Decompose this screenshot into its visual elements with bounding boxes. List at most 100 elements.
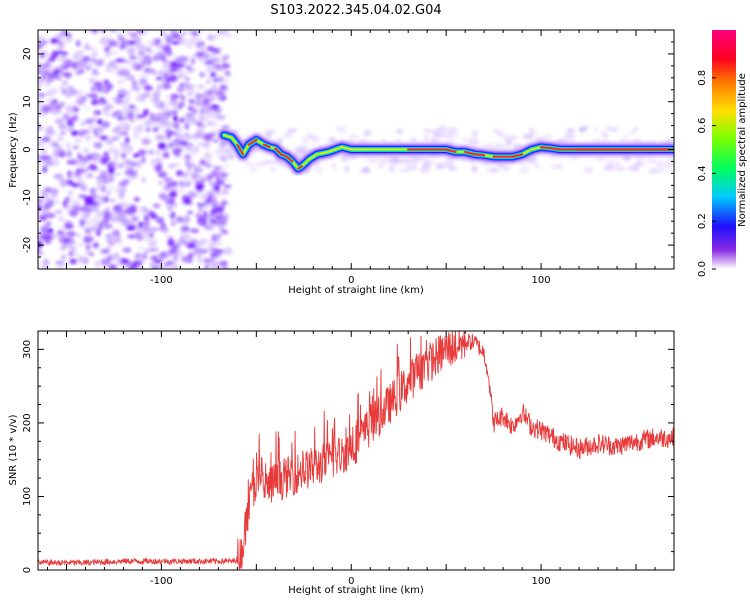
noise-speckle (204, 265, 209, 269)
noise-speckle (65, 105, 76, 114)
snr-series-line (38, 331, 674, 569)
noise-speckle (174, 137, 185, 141)
noise-speckle (186, 119, 196, 126)
noise-speckle (210, 71, 217, 78)
noise-speckle (90, 204, 95, 213)
noise-speckle (122, 90, 132, 95)
noise-speckle (169, 94, 180, 98)
noise-speckle (211, 194, 216, 202)
noise-speckle (149, 232, 154, 238)
noise-speckle (162, 46, 172, 53)
noise-speckle (221, 57, 227, 65)
noise-speckle (197, 85, 205, 89)
noise-speckle (221, 230, 229, 235)
noise-speckle (110, 211, 118, 217)
noise-speckle (38, 261, 42, 269)
noise-speckle (43, 258, 49, 265)
noise-speckle (93, 110, 102, 115)
ridge-halo-speckle (287, 131, 293, 139)
ridge-halo-speckle (636, 160, 641, 166)
noise-speckle (191, 134, 202, 139)
snr-panel: -100 0 100 0 100 200 300 Height of straight li… (8, 330, 675, 596)
noise-speckle (145, 127, 151, 133)
noise-speckle (176, 217, 184, 222)
noise-speckle (89, 117, 98, 122)
y-tick-label: 20 (22, 48, 33, 61)
noise-speckle (201, 93, 206, 97)
noise-speckle (103, 47, 111, 52)
noise-speckle (51, 50, 59, 59)
noise-speckle (59, 124, 67, 130)
noise-speckle (90, 99, 99, 106)
ridge-halo-speckle (666, 136, 674, 143)
noise-speckle (99, 30, 107, 33)
noise-speckle (99, 135, 109, 141)
noise-speckle (187, 91, 193, 97)
noise-speckle (199, 127, 206, 132)
noise-speckle (172, 148, 181, 155)
ridge-halo-speckle (396, 137, 401, 143)
noise-speckle (54, 118, 65, 125)
noise-speckle (117, 209, 127, 217)
noise-speckle (194, 100, 203, 107)
ridge-halo-speckle (228, 154, 235, 160)
noise-speckle (143, 248, 153, 254)
y-tick-label: 200 (22, 413, 33, 432)
noise-speckle (62, 59, 71, 66)
noise-speckle (46, 64, 55, 71)
noise-speckle (72, 100, 79, 107)
noise-speckle (220, 67, 229, 72)
ridge-halo-speckle (471, 165, 478, 173)
noise-speckle (167, 212, 172, 217)
noise-speckle (93, 81, 103, 88)
ridge-halo-speckle (363, 129, 372, 137)
noise-speckle (170, 61, 175, 69)
noise-speckle (78, 160, 87, 168)
ridge-halo-speckle (653, 161, 664, 165)
noise-speckle (155, 157, 163, 165)
noise-speckle (195, 242, 206, 247)
noise-speckle (91, 47, 98, 55)
noise-speckle (64, 91, 73, 98)
noise-speckle (114, 152, 119, 159)
noise-speckle (144, 220, 150, 227)
noise-speckle (213, 184, 221, 192)
noise-speckle (65, 141, 72, 149)
noise-speckle (224, 79, 229, 84)
ridge-halo-speckle (348, 134, 359, 139)
noise-speckle (156, 52, 162, 60)
ridge-halo-speckle (633, 127, 639, 131)
ridge-halo-speckle (519, 161, 524, 165)
noise-speckle (39, 234, 49, 240)
noise-speckle (105, 246, 112, 251)
noise-speckle (80, 213, 90, 220)
noise-speckle (124, 136, 130, 144)
noise-speckle (68, 250, 74, 258)
noise-speckle (150, 214, 158, 220)
noise-speckle (95, 142, 102, 148)
noise-speckle (180, 37, 188, 45)
noise-speckle (110, 215, 121, 223)
noise-speckle (57, 263, 66, 268)
noise-speckle (48, 103, 56, 111)
noise-speckle (193, 247, 204, 255)
noise-speckle (118, 122, 129, 130)
noise-speckle (206, 244, 215, 252)
noise-speckle (45, 75, 55, 83)
noise-speckle (59, 101, 66, 108)
noise-speckle (215, 179, 225, 186)
noise-speckle (120, 202, 125, 209)
ridge-halo-speckle (563, 133, 575, 137)
noise-speckle (116, 129, 125, 138)
snr-frame (37, 330, 675, 571)
noise-speckle (221, 266, 229, 269)
noise-speckle (208, 99, 214, 103)
figure-title: S103.2022.345.04.02.G04 (270, 3, 441, 18)
ridge-halo-speckle (371, 159, 380, 163)
noise-speckle (198, 206, 203, 212)
noise-speckle (109, 234, 119, 243)
noise-speckle (210, 200, 219, 208)
noise-speckle (157, 172, 167, 177)
ridge-halo-speckle (567, 135, 573, 143)
noise-speckle (92, 155, 98, 163)
